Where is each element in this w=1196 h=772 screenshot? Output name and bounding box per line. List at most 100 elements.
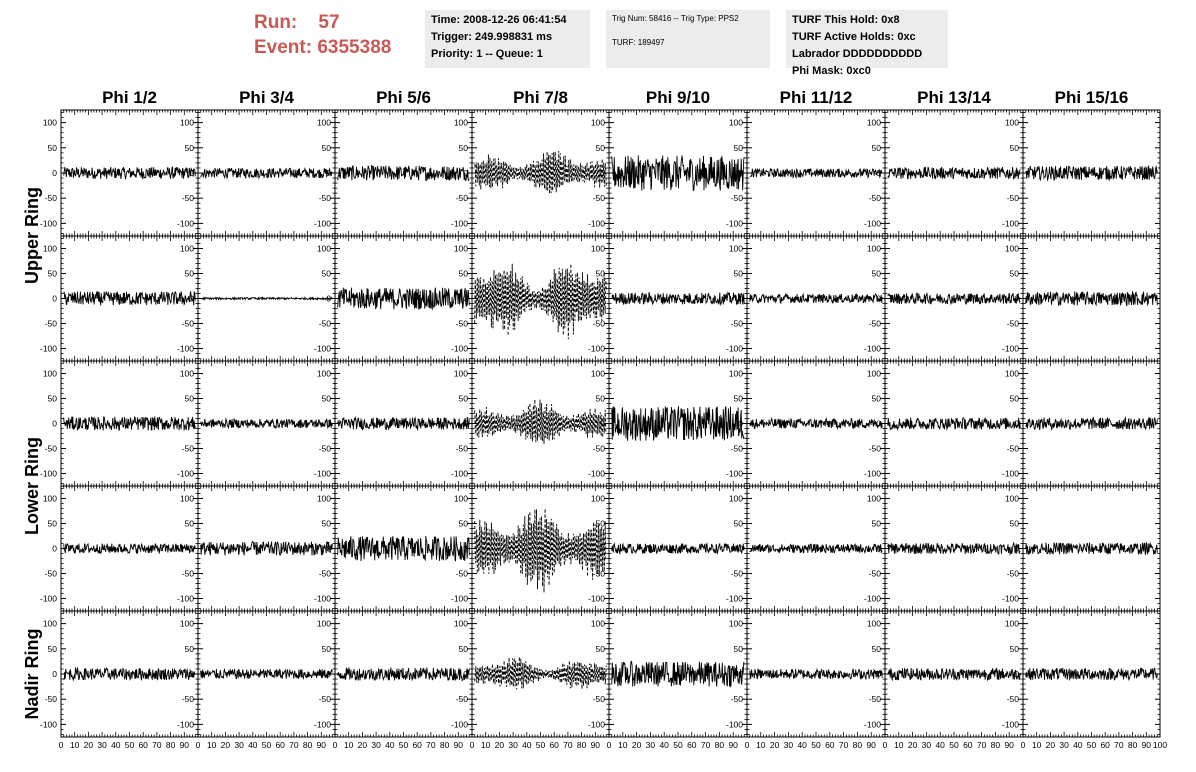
y-tick-label: -100 bbox=[451, 218, 468, 228]
y-tick-label: -50 bbox=[1007, 193, 1020, 203]
run-label: Run: bbox=[254, 12, 298, 33]
waveform-trace bbox=[474, 508, 607, 593]
y-tick-label: 100 bbox=[43, 244, 57, 254]
y-tick-label: 100 bbox=[454, 118, 468, 128]
waveform-trace bbox=[474, 263, 607, 340]
y-tick-label: 100 bbox=[180, 244, 194, 254]
y-tick-label: 50 bbox=[185, 394, 195, 404]
waveform-trace bbox=[887, 166, 1021, 180]
y-tick-label: 50 bbox=[872, 519, 882, 529]
y-tick-label: 100 bbox=[591, 244, 605, 254]
y-tick-label: -100 bbox=[864, 469, 881, 479]
y-tick-label: 50 bbox=[734, 519, 744, 529]
y-tick-label: 50 bbox=[185, 519, 195, 529]
y-tick-label: 0 bbox=[1014, 168, 1019, 178]
y-tick-label: -50 bbox=[456, 569, 469, 579]
y-tick-label: 100 bbox=[867, 369, 881, 379]
y-tick-label: 50 bbox=[459, 143, 469, 153]
y-tick-label: 50 bbox=[48, 519, 58, 529]
y-tick-label: -100 bbox=[588, 218, 605, 228]
y-tick-label: 50 bbox=[872, 394, 882, 404]
trig-info-box: Trig Num: 58416 -- Trig Type: PPS2 TURF:… bbox=[606, 10, 770, 68]
y-tick-label: -50 bbox=[182, 444, 195, 454]
y-tick-label: 0 bbox=[876, 544, 881, 554]
y-tick-label: 100 bbox=[317, 369, 331, 379]
y-tick-label: -100 bbox=[314, 594, 331, 604]
y-tick-label: -100 bbox=[726, 344, 743, 354]
y-tick-label: -100 bbox=[314, 469, 331, 479]
y-tick-label: -50 bbox=[319, 193, 332, 203]
column-header-phi-11-12: Phi 11/12 bbox=[780, 88, 853, 107]
waveform-trace bbox=[1025, 165, 1158, 182]
y-tick-label: -50 bbox=[45, 444, 58, 454]
time-info-box: Time: 2008-12-26 06:41:54 Trigger: 249.9… bbox=[425, 10, 590, 68]
waveform-trace bbox=[749, 167, 883, 180]
y-tick-label: -50 bbox=[1007, 444, 1020, 454]
y-tick-label: -100 bbox=[588, 594, 605, 604]
run-event-header: Run: 57 Event: 6355388 bbox=[254, 10, 391, 60]
y-tick-label: 50 bbox=[596, 394, 606, 404]
waveform-trace bbox=[337, 415, 470, 432]
run-value: 57 bbox=[318, 12, 340, 33]
y-tick-label: 50 bbox=[1010, 269, 1020, 279]
waveform-trace bbox=[63, 542, 196, 554]
y-tick-label: -50 bbox=[319, 319, 332, 329]
y-tick-label: 100 bbox=[317, 494, 331, 504]
y-tick-label: -100 bbox=[588, 344, 605, 354]
y-tick-label: -100 bbox=[451, 594, 468, 604]
y-tick-label: 100 bbox=[591, 118, 605, 128]
column-header-phi-1-2: Phi 1/2 bbox=[102, 88, 157, 107]
row-label-upper-ring: Upper Ring bbox=[22, 187, 42, 284]
run-row: Run: 57 bbox=[254, 10, 391, 35]
y-tick-label: 100 bbox=[180, 118, 194, 128]
y-tick-label: 100 bbox=[867, 118, 881, 128]
turf-info-box: TURF This Hold: 0x8 TURF Active Holds: 0… bbox=[786, 10, 948, 77]
waveform-trace bbox=[63, 290, 196, 306]
waveform-trace bbox=[887, 541, 1021, 556]
column-header-phi-3-4: Phi 3/4 bbox=[239, 88, 294, 107]
y-tick-label: -50 bbox=[869, 319, 882, 329]
y-tick-label: 50 bbox=[872, 143, 882, 153]
waveform-trace bbox=[1025, 290, 1158, 307]
y-tick-label: 0 bbox=[52, 419, 57, 429]
event-row: Event: 6355388 bbox=[254, 35, 391, 60]
y-tick-label: 100 bbox=[317, 244, 331, 254]
waveform-trace bbox=[749, 292, 883, 305]
waveform-trace bbox=[63, 415, 196, 432]
y-tick-label: -50 bbox=[456, 193, 469, 203]
waveform-trace bbox=[749, 543, 883, 555]
turf-text: TURF: 189497 bbox=[612, 38, 665, 47]
y-tick-label: 50 bbox=[459, 519, 469, 529]
y-tick-label: -50 bbox=[869, 193, 882, 203]
column-header-phi-9-10: Phi 9/10 bbox=[646, 88, 710, 107]
waveform-trace bbox=[200, 167, 333, 180]
column-header-phi-7-8: Phi 7/8 bbox=[513, 88, 568, 107]
y-tick-label: -100 bbox=[864, 594, 881, 604]
y-tick-label: 100 bbox=[43, 369, 57, 379]
y-tick-label: 0 bbox=[876, 419, 881, 429]
y-tick-label: 0 bbox=[52, 168, 57, 178]
y-tick-label: 100 bbox=[454, 244, 468, 254]
y-tick-label: -50 bbox=[869, 569, 882, 579]
y-tick-label: 100 bbox=[180, 494, 194, 504]
y-tick-label: -100 bbox=[177, 594, 194, 604]
y-tick-label: 0 bbox=[189, 419, 194, 429]
turf-active-text: TURF Active Holds: 0xc bbox=[792, 31, 916, 43]
y-tick-label: -50 bbox=[45, 319, 58, 329]
y-tick-label: 50 bbox=[459, 269, 469, 279]
y-tick-label: 50 bbox=[734, 269, 744, 279]
y-tick-label: -100 bbox=[40, 594, 57, 604]
waveform-trace bbox=[337, 535, 470, 562]
y-tick-label: 100 bbox=[43, 118, 57, 128]
y-tick-label: -50 bbox=[319, 569, 332, 579]
y-tick-label: 50 bbox=[185, 143, 195, 153]
waveform-trace bbox=[63, 166, 196, 180]
waveform-trace bbox=[337, 164, 470, 182]
y-tick-label: 50 bbox=[872, 269, 882, 279]
y-tick-label: -100 bbox=[451, 469, 468, 479]
y-tick-label: 50 bbox=[322, 519, 332, 529]
y-tick-label: -100 bbox=[314, 344, 331, 354]
y-tick-label: -50 bbox=[869, 444, 882, 454]
y-tick-label: -100 bbox=[864, 218, 881, 228]
